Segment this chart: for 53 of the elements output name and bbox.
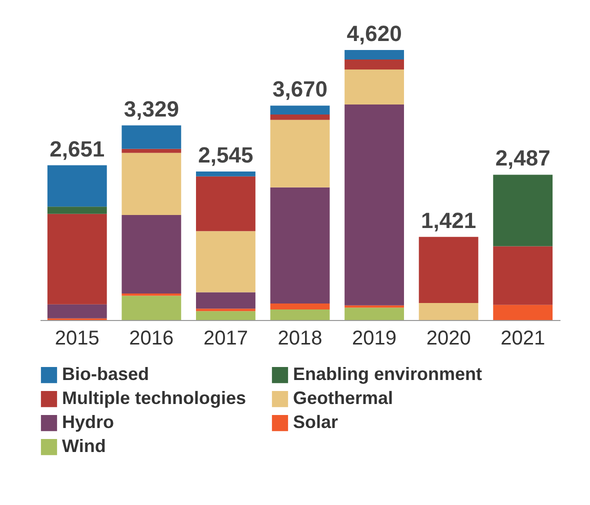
x-tick-label: 2017 [203,328,248,350]
bar [493,304,553,320]
bar [122,214,182,294]
bar [344,305,404,308]
bar [196,176,256,232]
annotation: 2,487 [495,146,550,171]
bar [270,106,330,115]
annotation: 3,329 [124,96,179,122]
bar [493,174,553,246]
bar [196,311,256,320]
bar [344,59,404,70]
legend-label: Hydro [62,412,114,432]
bar [344,308,404,320]
bar [47,214,107,304]
bar [418,302,478,320]
bar [196,231,256,292]
annotation: 4,620 [346,21,402,46]
x-tick-label: 2015 [54,328,100,350]
x-tick-label: 2018 [278,328,322,350]
legend-label: Bio-based [62,364,150,384]
annotation: 1,421 [421,208,476,233]
bar [270,114,330,120]
bar [270,187,330,304]
x-tick-label: 2020 [426,328,471,350]
bar [122,125,182,149]
x-tick-label: 2016 [129,328,174,350]
legend-label: Enabling environment [293,364,482,384]
bar [344,69,404,105]
annotation: 3,670 [272,76,328,102]
bar [47,165,107,207]
bar [270,309,330,320]
legend-label: Wind [62,436,106,456]
legend-label: Geothermal [293,388,394,408]
annotation: 2,545 [198,142,254,168]
bar [493,246,553,305]
bar [270,304,330,310]
bar [418,236,478,303]
x-tick-label: 2019 [352,328,397,350]
bar [344,50,404,60]
bar [122,296,182,320]
bar [196,308,256,312]
bar [122,148,182,153]
legend-label: Solar [293,412,338,432]
annotation: 2,651 [50,136,105,162]
bar [47,304,107,318]
bar [344,104,404,306]
legend-label: Multiple technologies [62,388,246,408]
bar [196,292,256,309]
bar [47,206,107,214]
bar [270,120,330,188]
bar [122,152,182,215]
bar [196,172,256,176]
x-tick-label: 2021 [500,328,546,350]
